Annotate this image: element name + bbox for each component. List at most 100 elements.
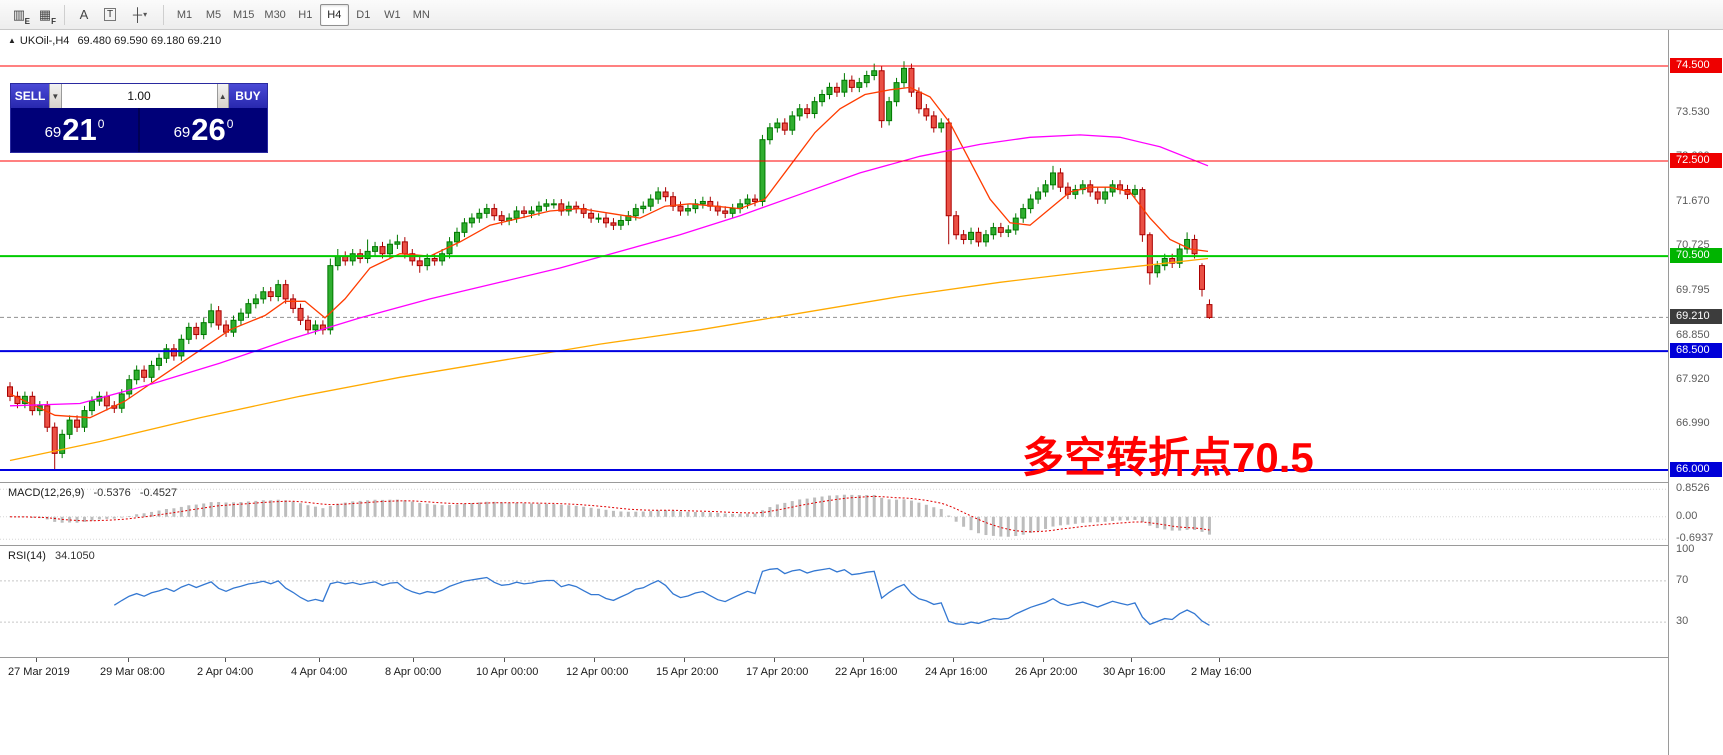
time-axis[interactable]: 27 Mar 2019 29 Mar 08:00 2 Apr 04:00 4 Apr … [0, 657, 1668, 687]
rsi-value: 34.1050 [54, 550, 95, 562]
buy-price[interactable]: 69 26 0 [140, 108, 267, 152]
text-label-icon: T [103, 8, 117, 21]
sell-price-pips: 21 [62, 112, 97, 147]
lot-decrease-button[interactable]: ▼ [49, 84, 62, 108]
time-label: 27 Mar 2019 [8, 666, 70, 678]
time-label: 17 Apr 20:00 [746, 666, 809, 678]
scale-label: 69.795 [1676, 283, 1710, 296]
macd-chart-canvas[interactable] [0, 483, 1668, 545]
timeframe-button-m1[interactable]: M1 [176, 8, 193, 21]
time-tick [128, 658, 129, 662]
scale-label: -0.6937 [1676, 532, 1714, 545]
buy-button[interactable]: BUY [228, 84, 267, 108]
time-label: 22 Apr 16:00 [835, 666, 898, 678]
lot-size-input[interactable] [61, 84, 217, 108]
time-label: 12 Apr 00:00 [566, 666, 629, 678]
buy-price-integer: 69 [173, 124, 191, 141]
ma-fast-red-line [9, 86, 1209, 419]
time-tick [225, 658, 226, 662]
timeframe-button-mn[interactable]: MN [412, 8, 430, 21]
timeframe-button-w1[interactable]: W1 [384, 8, 401, 21]
time-tick [319, 658, 320, 662]
time-label: 2 May 16:00 [1191, 666, 1252, 678]
rsi-label: RSI(14) 34.1050 [8, 550, 95, 562]
time-tick [504, 658, 505, 662]
time-tick [36, 658, 37, 662]
chart-title: ▲ UKOil-,H4 69.480 69.590 69.180 69.210 [8, 35, 221, 47]
main-chart-panel[interactable]: ▲ UKOil-,H4 69.480 69.590 69.180 69.210 SE… [0, 30, 1668, 482]
timeframe-button-d1[interactable]: D1 [356, 8, 371, 21]
scale-label: 70 [1676, 573, 1689, 586]
time-tick [774, 658, 775, 662]
rsi-indicator-panel[interactable]: RSI(14) 34.1050 [0, 545, 1668, 657]
time-label: 15 Apr 20:00 [656, 666, 719, 678]
price-badge: 69.210 [1670, 309, 1722, 325]
price-scale[interactable]: 73.53072.60071.67070.72569.79568.85067.9… [1668, 30, 1723, 755]
time-tick [863, 658, 864, 662]
rsi-line [113, 567, 1210, 626]
macd-main-value: -0.5376 [93, 487, 131, 499]
buy-price-pips: 26 [191, 112, 226, 147]
scale-label: 100 [1676, 543, 1695, 555]
scale-label: 30 [1676, 615, 1689, 628]
text-annotation-icon: A [79, 7, 89, 22]
timeframe-button-h1[interactable]: H1 [298, 8, 313, 21]
sell-price[interactable]: 69 21 0 [11, 108, 138, 152]
lot-increase-button[interactable]: ▲ [216, 84, 229, 108]
price-badge: 68.500 [1670, 343, 1722, 359]
time-label: 4 Apr 04:00 [291, 666, 348, 678]
price-badge: 66.000 [1670, 462, 1722, 477]
chart-marker-icon: ▲ [8, 36, 16, 45]
sell-price-integer: 69 [44, 124, 62, 141]
time-tick [413, 658, 414, 662]
macd-histogram [15, 494, 1211, 537]
one-click-trading-panel: SELL ▼ ▲ BUY 69 21 0 69 26 0 [10, 83, 268, 153]
candlestick-chart-canvas[interactable] [0, 30, 1668, 482]
chart-template-button[interactable]: ▥ E [6, 3, 32, 27]
timeframe-button-m15[interactable]: M15 [233, 8, 255, 21]
ma-slow-orange-line [9, 257, 1209, 462]
toolbar: ▥ E ▦ F A T ┼ ▾ M1 M5 M15 M30 H1 H4 D1 W… [0, 0, 1723, 30]
macd-name: MACD(12,26,9) [8, 487, 85, 499]
crosshair-icon: ┼ [132, 7, 143, 22]
toolbar-separator [64, 4, 65, 25]
bar-chart-icon: ▥ [12, 7, 26, 22]
text-annotation-button[interactable]: A [71, 3, 97, 27]
timeframe-button-m5[interactable]: M5 [205, 8, 222, 21]
scale-label: 71.670 [1676, 194, 1710, 207]
grid-icon: ▦ [38, 7, 52, 22]
scale-label: 66.990 [1676, 416, 1710, 429]
time-label: 2 Apr 04:00 [197, 666, 254, 678]
time-label: 26 Apr 20:00 [1015, 666, 1078, 678]
macd-signal-line [9, 495, 1210, 533]
scale-label: 68.850 [1676, 328, 1710, 341]
crosshair-button[interactable]: ┼ ▾ [123, 3, 157, 27]
badge-f: F [51, 16, 56, 26]
price-divider [138, 108, 140, 152]
badge-e: E [24, 16, 30, 26]
grid-button[interactable]: ▦ F [32, 3, 58, 27]
ma-mid-magenta-line [9, 134, 1209, 407]
rsi-chart-canvas[interactable] [0, 546, 1668, 657]
time-tick [594, 658, 595, 662]
sell-price-point: 0 [97, 117, 105, 131]
time-tick [1043, 658, 1044, 662]
sell-button[interactable]: SELL [11, 84, 50, 108]
scale-label: 67.920 [1676, 372, 1710, 385]
chart-ohlc-values: 69.480 69.590 69.180 69.210 [77, 35, 222, 47]
macd-label: MACD(12,26,9) -0.5376 -0.4527 [8, 487, 177, 499]
scale-label: 0.00 [1676, 509, 1698, 522]
macd-indicator-panel[interactable]: MACD(12,26,9) -0.5376 -0.4527 [0, 482, 1668, 545]
toolbar-separator [163, 4, 164, 25]
scale-label: 73.530 [1676, 106, 1710, 119]
timeframe-button-m30[interactable]: M30 [264, 8, 286, 21]
timeframe-button-h4[interactable]: H4 [319, 3, 349, 26]
chart-text-annotation: 多空转折点70.5 [1022, 434, 1314, 481]
price-badge: 70.500 [1670, 248, 1722, 264]
rsi-name: RSI(14) [8, 550, 46, 562]
macd-signal-value: -0.4527 [139, 487, 178, 499]
time-label: 30 Apr 16:00 [1103, 666, 1166, 678]
time-label: 10 Apr 00:00 [476, 666, 539, 678]
text-label-button[interactable]: T [97, 3, 123, 27]
